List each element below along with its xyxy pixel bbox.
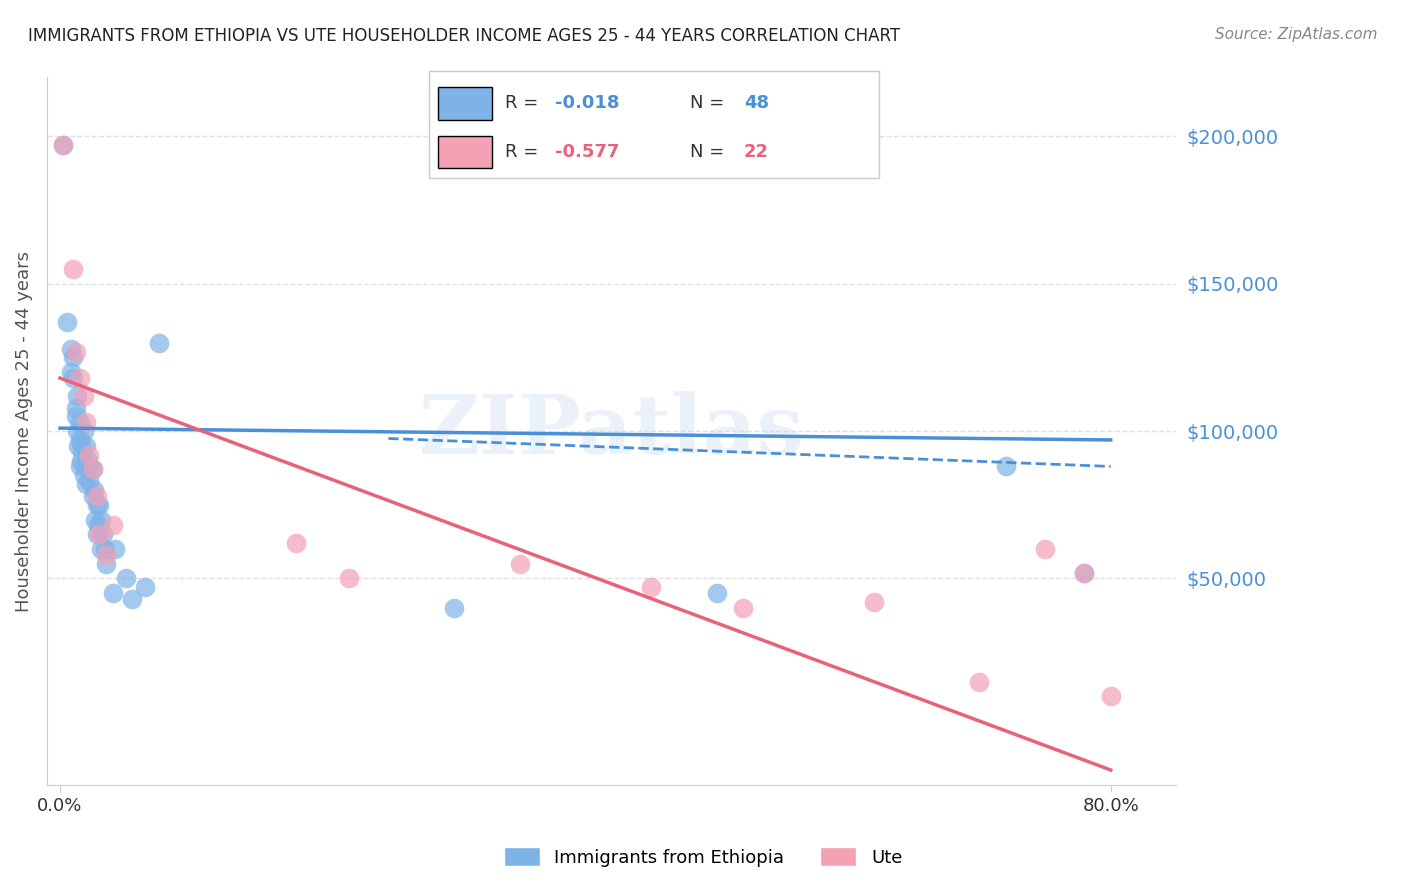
Point bbox=[148, 335, 170, 350]
Point bbox=[87, 518, 110, 533]
Point bbox=[75, 415, 97, 429]
Point bbox=[1073, 566, 1095, 580]
Point bbox=[69, 433, 91, 447]
FancyBboxPatch shape bbox=[437, 136, 492, 168]
Point bbox=[443, 601, 465, 615]
Point bbox=[55, 315, 77, 329]
Point bbox=[89, 527, 111, 541]
Point bbox=[93, 541, 115, 556]
Point bbox=[90, 512, 112, 526]
Point bbox=[73, 468, 96, 483]
Point bbox=[59, 365, 82, 379]
Point bbox=[65, 344, 87, 359]
Point bbox=[70, 453, 93, 467]
Point bbox=[93, 527, 115, 541]
Point bbox=[73, 459, 96, 474]
Point bbox=[86, 527, 108, 541]
Point bbox=[70, 436, 93, 450]
Point bbox=[969, 674, 991, 689]
Point bbox=[104, 541, 127, 556]
Point bbox=[82, 462, 104, 476]
Point bbox=[94, 548, 117, 562]
Point bbox=[731, 601, 754, 615]
Point bbox=[90, 541, 112, 556]
Text: -0.577: -0.577 bbox=[555, 143, 619, 161]
Point bbox=[77, 474, 100, 488]
Text: 22: 22 bbox=[744, 143, 769, 161]
Point bbox=[62, 351, 84, 365]
Text: R =: R = bbox=[505, 143, 544, 161]
Point bbox=[82, 489, 104, 503]
Point bbox=[114, 571, 136, 585]
Point bbox=[52, 138, 75, 153]
Text: R =: R = bbox=[505, 95, 544, 112]
Text: N =: N = bbox=[690, 95, 730, 112]
Legend: Immigrants from Ethiopia, Ute: Immigrants from Ethiopia, Ute bbox=[496, 840, 910, 874]
Point bbox=[65, 409, 87, 424]
Point bbox=[83, 483, 105, 497]
Point bbox=[65, 401, 87, 415]
Point bbox=[72, 444, 94, 458]
Text: IMMIGRANTS FROM ETHIOPIA VS UTE HOUSEHOLDER INCOME AGES 25 - 44 YEARS CORRELATIO: IMMIGRANTS FROM ETHIOPIA VS UTE HOUSEHOL… bbox=[28, 27, 900, 45]
Point bbox=[66, 424, 89, 438]
Point bbox=[59, 342, 82, 356]
Point bbox=[101, 518, 124, 533]
Text: Source: ZipAtlas.com: Source: ZipAtlas.com bbox=[1215, 27, 1378, 42]
Point bbox=[134, 580, 156, 594]
Point bbox=[1073, 566, 1095, 580]
Point bbox=[1099, 690, 1122, 704]
Point bbox=[69, 415, 91, 429]
Text: N =: N = bbox=[690, 143, 730, 161]
Point bbox=[82, 462, 104, 476]
Point bbox=[77, 459, 100, 474]
Point bbox=[121, 592, 143, 607]
Text: ZIPatlas: ZIPatlas bbox=[419, 391, 804, 471]
Point bbox=[62, 371, 84, 385]
Point bbox=[994, 459, 1017, 474]
Point bbox=[640, 580, 662, 594]
Point bbox=[84, 512, 107, 526]
Point bbox=[77, 448, 100, 462]
Point bbox=[86, 498, 108, 512]
Point bbox=[101, 586, 124, 600]
Point bbox=[285, 536, 308, 550]
Point bbox=[75, 439, 97, 453]
Point bbox=[89, 498, 111, 512]
Point bbox=[69, 459, 91, 474]
Point bbox=[62, 262, 84, 277]
Point bbox=[1033, 541, 1056, 556]
Point bbox=[76, 453, 98, 467]
Text: 48: 48 bbox=[744, 95, 769, 112]
Point bbox=[75, 477, 97, 491]
FancyBboxPatch shape bbox=[437, 87, 492, 120]
Y-axis label: Householder Income Ages 25 - 44 years: Householder Income Ages 25 - 44 years bbox=[15, 251, 32, 612]
Point bbox=[52, 138, 75, 153]
Point bbox=[337, 571, 360, 585]
Point bbox=[706, 586, 728, 600]
Legend:  bbox=[1159, 85, 1170, 95]
Point bbox=[73, 424, 96, 438]
Point bbox=[69, 371, 91, 385]
Point bbox=[94, 557, 117, 571]
Point bbox=[509, 557, 531, 571]
Point bbox=[863, 595, 886, 609]
Point bbox=[86, 489, 108, 503]
Point bbox=[67, 439, 90, 453]
Point bbox=[66, 389, 89, 403]
Text: -0.018: -0.018 bbox=[555, 95, 619, 112]
Point bbox=[73, 389, 96, 403]
